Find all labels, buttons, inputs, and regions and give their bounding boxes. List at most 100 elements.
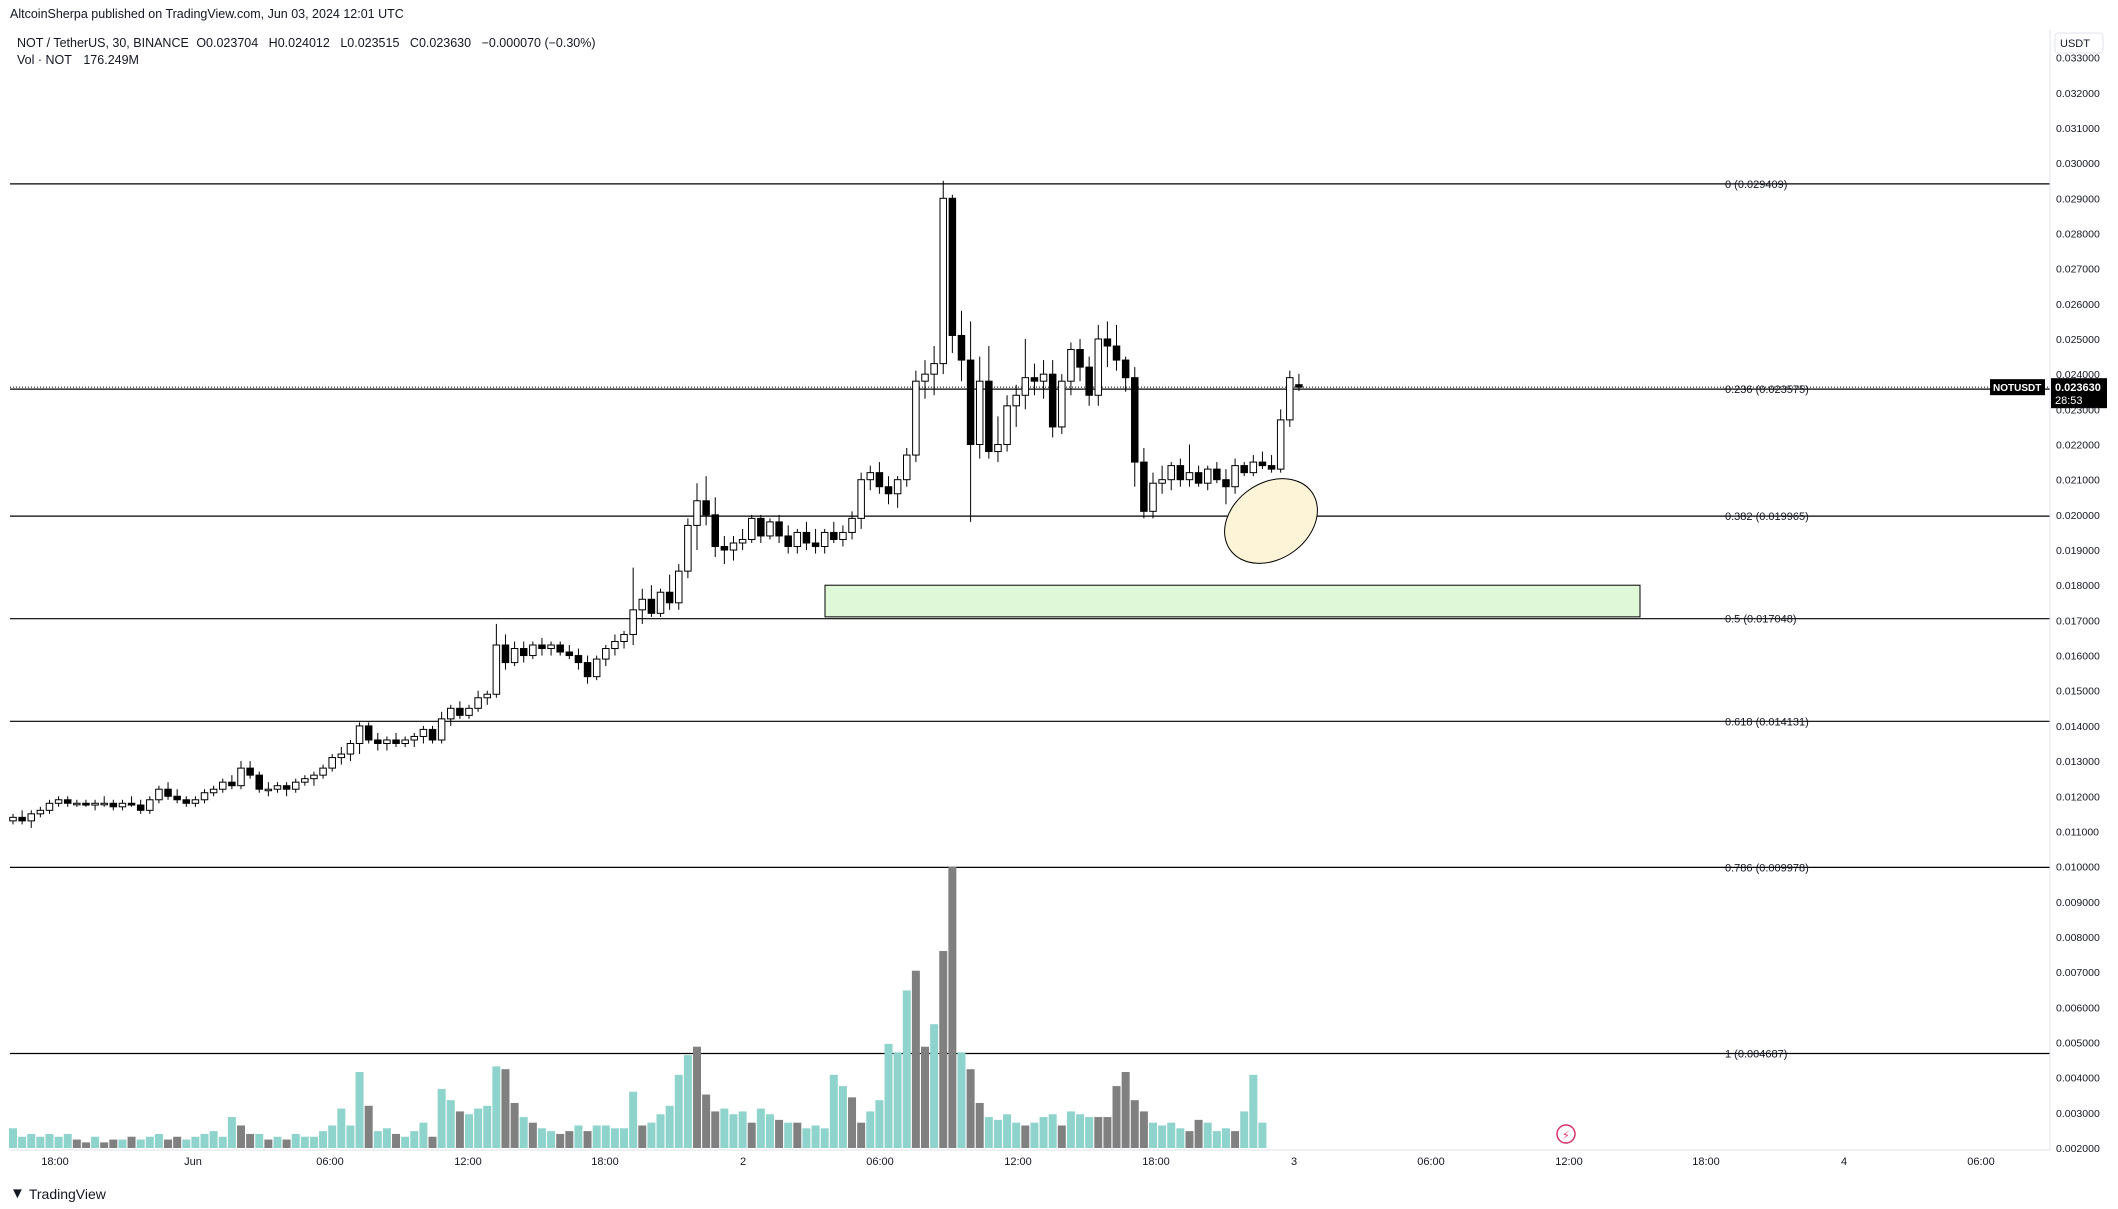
volume-bar [756, 1108, 765, 1148]
volume-bar [875, 1100, 884, 1148]
volume-bar [775, 1119, 784, 1148]
candle-body [647, 598, 656, 614]
volume-bar [81, 1142, 90, 1148]
volume-bar [392, 1133, 401, 1148]
volume-bar [237, 1125, 245, 1148]
y-tick-label: 0.013000 [2056, 756, 2100, 768]
candle-body [1267, 465, 1276, 470]
candle-body [684, 524, 692, 572]
candle-body [127, 802, 136, 806]
candle-body [975, 380, 984, 446]
volume-bar [556, 1133, 565, 1148]
candle-body [1131, 377, 1139, 463]
volume-bar [446, 1100, 455, 1148]
y-tick-label: 0.028000 [2056, 228, 2100, 240]
candle-body [492, 644, 501, 695]
last-price-tag [2051, 378, 2107, 409]
candle-body [1194, 472, 1203, 484]
candle-body [602, 648, 610, 660]
candle-body [994, 444, 1002, 453]
y-tick-label: 0.008000 [2056, 932, 2100, 944]
candle-body [337, 753, 346, 759]
fib-levels: 0 (0.029409) 0.236 (0.023575) 0.382 (0.019… [10, 179, 2050, 1060]
volume-bar [592, 1125, 601, 1148]
tradingview-logo[interactable]: ▼ TradingView [10, 1185, 106, 1202]
y-tick-label: 0.027000 [2056, 264, 2100, 276]
candle-body [54, 799, 63, 804]
volume-bar [1121, 1072, 1130, 1148]
volume-bar [300, 1136, 309, 1148]
volume-bar [693, 1046, 701, 1148]
candle-body [219, 781, 227, 790]
x-tick-label: 3 [1291, 1156, 1297, 1168]
volume-bar [118, 1139, 127, 1148]
candle-body [766, 521, 774, 537]
candle-body [538, 644, 546, 650]
volume-bar [1212, 1131, 1221, 1148]
x-tick-label: 06:00 [866, 1156, 894, 1168]
candle-body [638, 598, 647, 611]
volume-bar [173, 1136, 182, 1148]
candle-body [246, 767, 254, 776]
candle-body [45, 802, 54, 811]
candle-body [483, 693, 491, 699]
volume-bar [565, 1131, 574, 1148]
volume-bar [346, 1125, 355, 1148]
x-tick-label: 06:00 [1417, 1156, 1445, 1168]
volume-bar [1249, 1074, 1258, 1148]
volume-label[interactable]: Vol · NOT [17, 53, 72, 67]
candle-body [209, 788, 218, 794]
symbol-tag-label: NOTUSDT [1993, 383, 2041, 394]
candle-body [839, 531, 847, 540]
candle-body [930, 363, 938, 375]
fib-label: 0.5 (0.017048) [1725, 614, 1797, 626]
volume-bar [957, 1052, 966, 1148]
candle-body [118, 802, 127, 808]
symbol-info[interactable]: NOT / TetherUS, 30, BINANCE [17, 36, 189, 50]
fib-label: 1 (0.004687) [1725, 1048, 1787, 1060]
volume-bar [401, 1136, 410, 1148]
candle-body [583, 662, 592, 678]
volume-bar [136, 1139, 145, 1148]
volume-bar [154, 1133, 163, 1148]
volume-bar [683, 1055, 692, 1148]
volume-bar [747, 1122, 756, 1148]
candle-body [1048, 373, 1057, 428]
time-axis: 18:00 Jun 06:00 12:00 18:00 2 06:00 12:00 18:00 3… [41, 1156, 1995, 1168]
y-tick-label: 0.026000 [2056, 299, 2100, 311]
volume-bar [1158, 1125, 1167, 1148]
volume-bar [802, 1128, 811, 1148]
brand-label: TradingView [28, 1185, 106, 1202]
volume-bar [91, 1136, 100, 1148]
candle-body [1067, 349, 1075, 382]
volume-bar [784, 1122, 793, 1148]
candle-body [893, 479, 902, 495]
volume-bar [738, 1111, 747, 1148]
candle-body [419, 728, 428, 737]
y-tick-label: 0.016000 [2056, 651, 2100, 663]
volume-bars [9, 866, 1267, 1148]
candle-body [437, 718, 446, 741]
candle-body [1021, 377, 1030, 396]
volume-bar [227, 1117, 236, 1148]
volume-bar [510, 1102, 519, 1148]
candle-body [1140, 461, 1148, 512]
candle-body [1176, 465, 1185, 481]
volume-bar [601, 1125, 610, 1148]
volume-bar [902, 990, 911, 1148]
candle-body [665, 591, 674, 604]
volume-bar [1021, 1125, 1030, 1148]
volume-bar [984, 1117, 993, 1148]
volume-bar [45, 1133, 54, 1148]
volume-bar [537, 1128, 546, 1148]
volume-bar [54, 1136, 63, 1148]
candle-body [884, 486, 893, 495]
volume-bar [930, 1024, 939, 1148]
volume-bar [437, 1088, 446, 1148]
candle-body [875, 472, 884, 488]
volume-bar [1176, 1128, 1185, 1148]
candle-body [1012, 394, 1020, 407]
y-tick-label: 0.005000 [2056, 1037, 2100, 1049]
